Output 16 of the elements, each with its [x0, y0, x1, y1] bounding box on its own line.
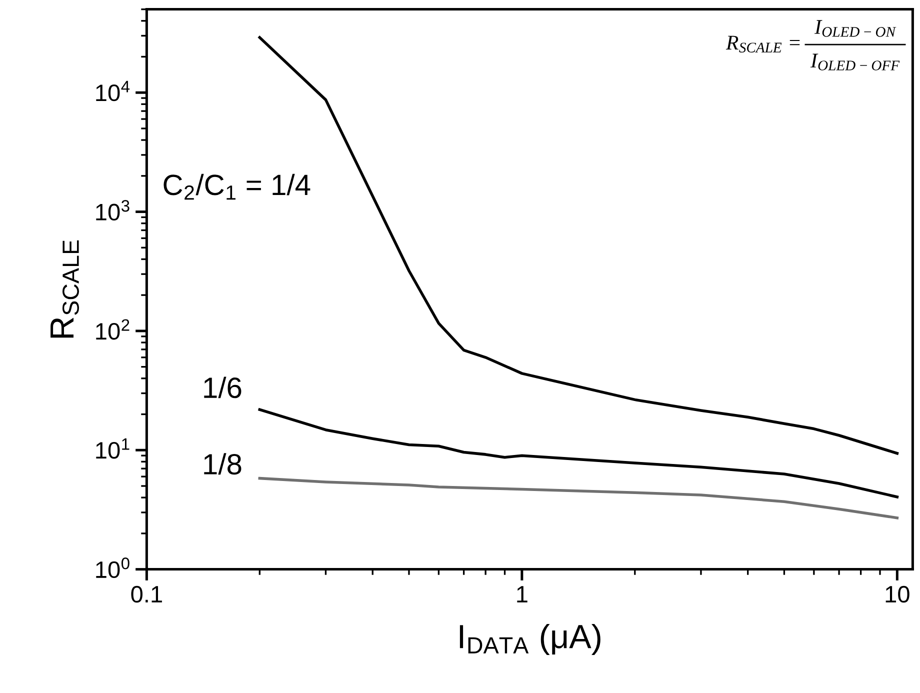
x-axis-title: I$_{DATA}$ (μA): [460, 624, 600, 656]
x-tick-label: 10: [886, 586, 910, 603]
annotation: I$_{OLED−ON}$: [814, 20, 896, 37]
y-tick-label: 10$^{2}$: [96, 319, 130, 340]
x-tick-label: 1: [517, 586, 528, 602]
series-label: 1/8: [204, 453, 242, 475]
annotation: R$_{SCALE}$ =: [726, 36, 800, 52]
y-axis-title: R$_{SCALE}$: [50, 240, 80, 338]
x-tick-label: 0.1: [131, 586, 162, 603]
series-label: C$_{2}$/C$_{1}$ = 1/4: [164, 174, 310, 200]
y-tick-label: 10$^{0}$: [96, 558, 130, 578]
annotation: I$_{OLED−OFF}$: [810, 54, 900, 70]
y-tick-label: 10$^{3}$: [96, 200, 130, 221]
y-tick-label: 10$^{1}$: [96, 438, 130, 459]
y-tick-label: 10$^{4}$: [96, 80, 130, 102]
series-label: 1/6: [204, 376, 242, 398]
